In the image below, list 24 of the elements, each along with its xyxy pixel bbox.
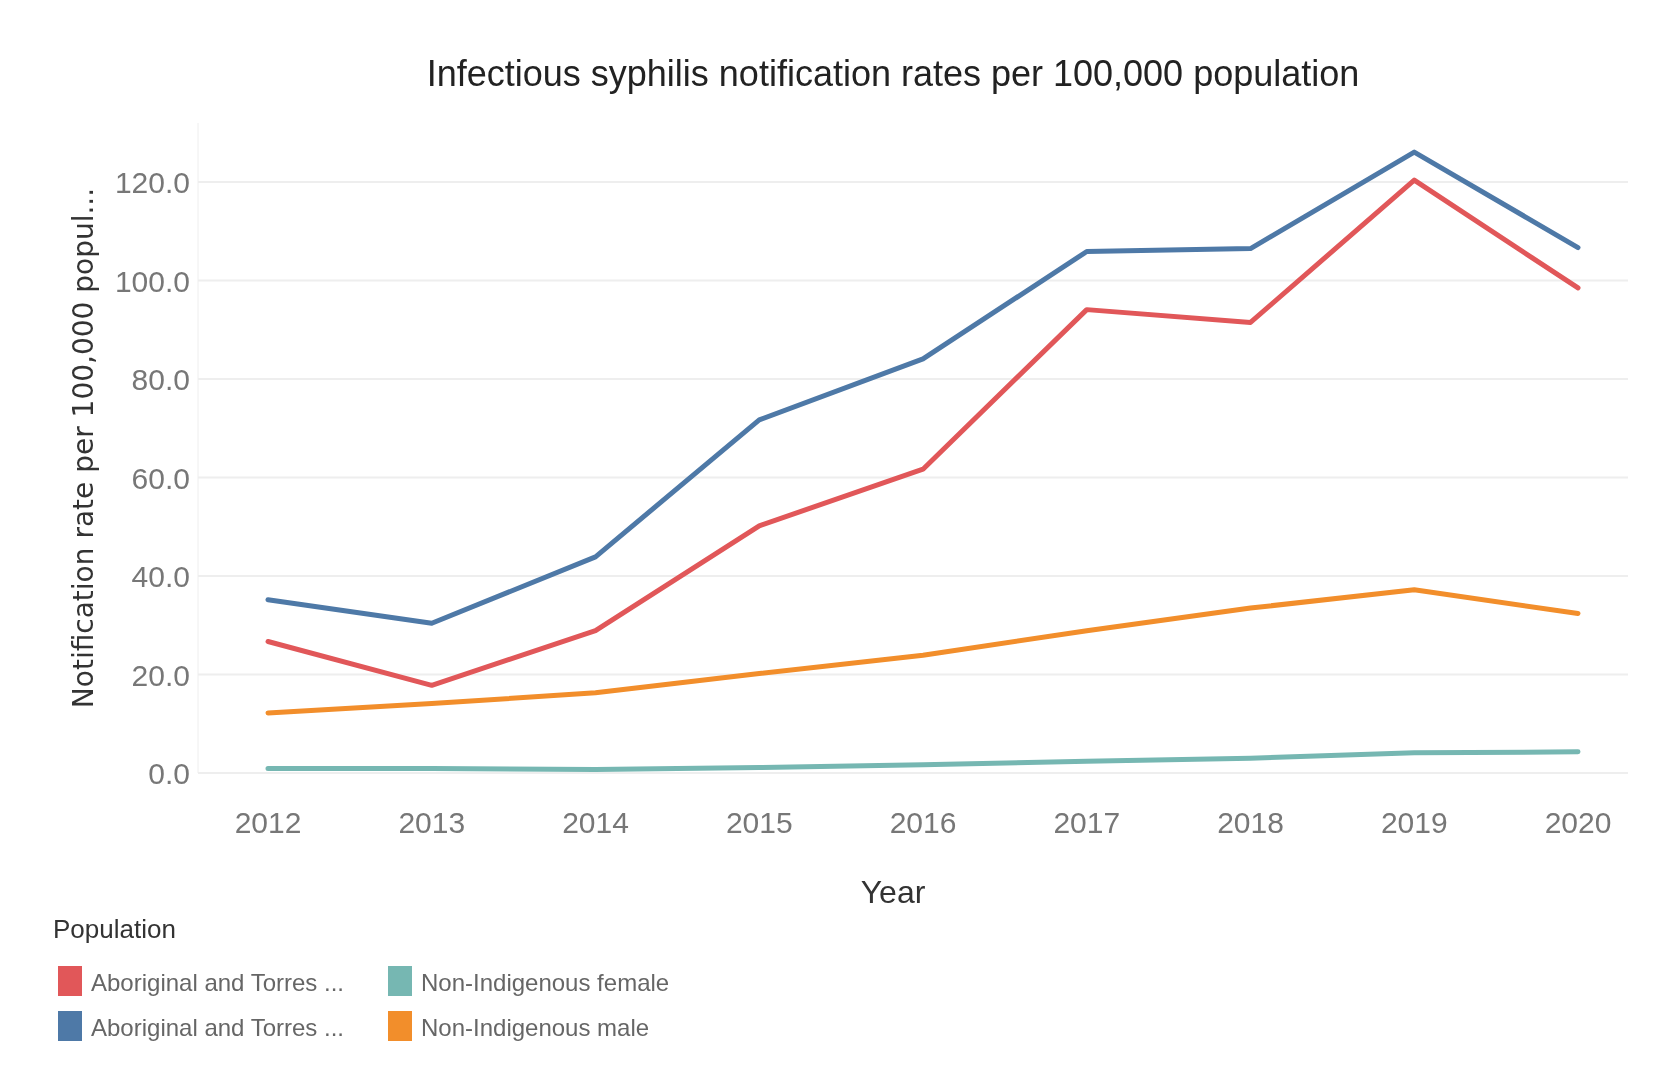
x-tick-label: 2012 — [234, 806, 302, 839]
y-tick-label: 80.0 — [131, 363, 190, 397]
x-tick-label: 2016 — [889, 806, 957, 839]
legend-label: Non-Indigenous female — [421, 969, 670, 996]
legend-label: Aboriginal and Torres ... — [91, 1014, 345, 1041]
x-tick-label: 2015 — [725, 806, 793, 839]
y-axis-title: Notification rate per 100,000 popul... — [67, 187, 100, 709]
y-tick-label: 60.0 — [131, 461, 190, 495]
y-tick-label: 0.0 — [148, 757, 190, 790]
x-tick-label: 2018 — [1217, 806, 1284, 839]
legend-label: Aboriginal and Torres ... — [91, 969, 345, 996]
x-axis-title: Year — [860, 874, 926, 910]
x-tick-label: 2013 — [398, 806, 466, 839]
legend-label: Non-Indigenous male — [421, 1014, 650, 1041]
chart-title: Infectious syphilis notification rates per 100,000 population — [426, 53, 1360, 94]
y-tick-label: 40.0 — [131, 560, 190, 594]
x-tick-label: 2019 — [1380, 806, 1448, 839]
y-tick-label: 100.0 — [114, 264, 190, 298]
y-tick-label: 20.0 — [131, 658, 190, 692]
x-tick-label: 2017 — [1053, 806, 1121, 839]
x-tick-label: 2014 — [562, 806, 629, 839]
x-tick-label: 2020 — [1544, 806, 1612, 839]
y-tick-label: 120.0 — [114, 166, 190, 200]
legend-title: Population — [53, 914, 176, 944]
